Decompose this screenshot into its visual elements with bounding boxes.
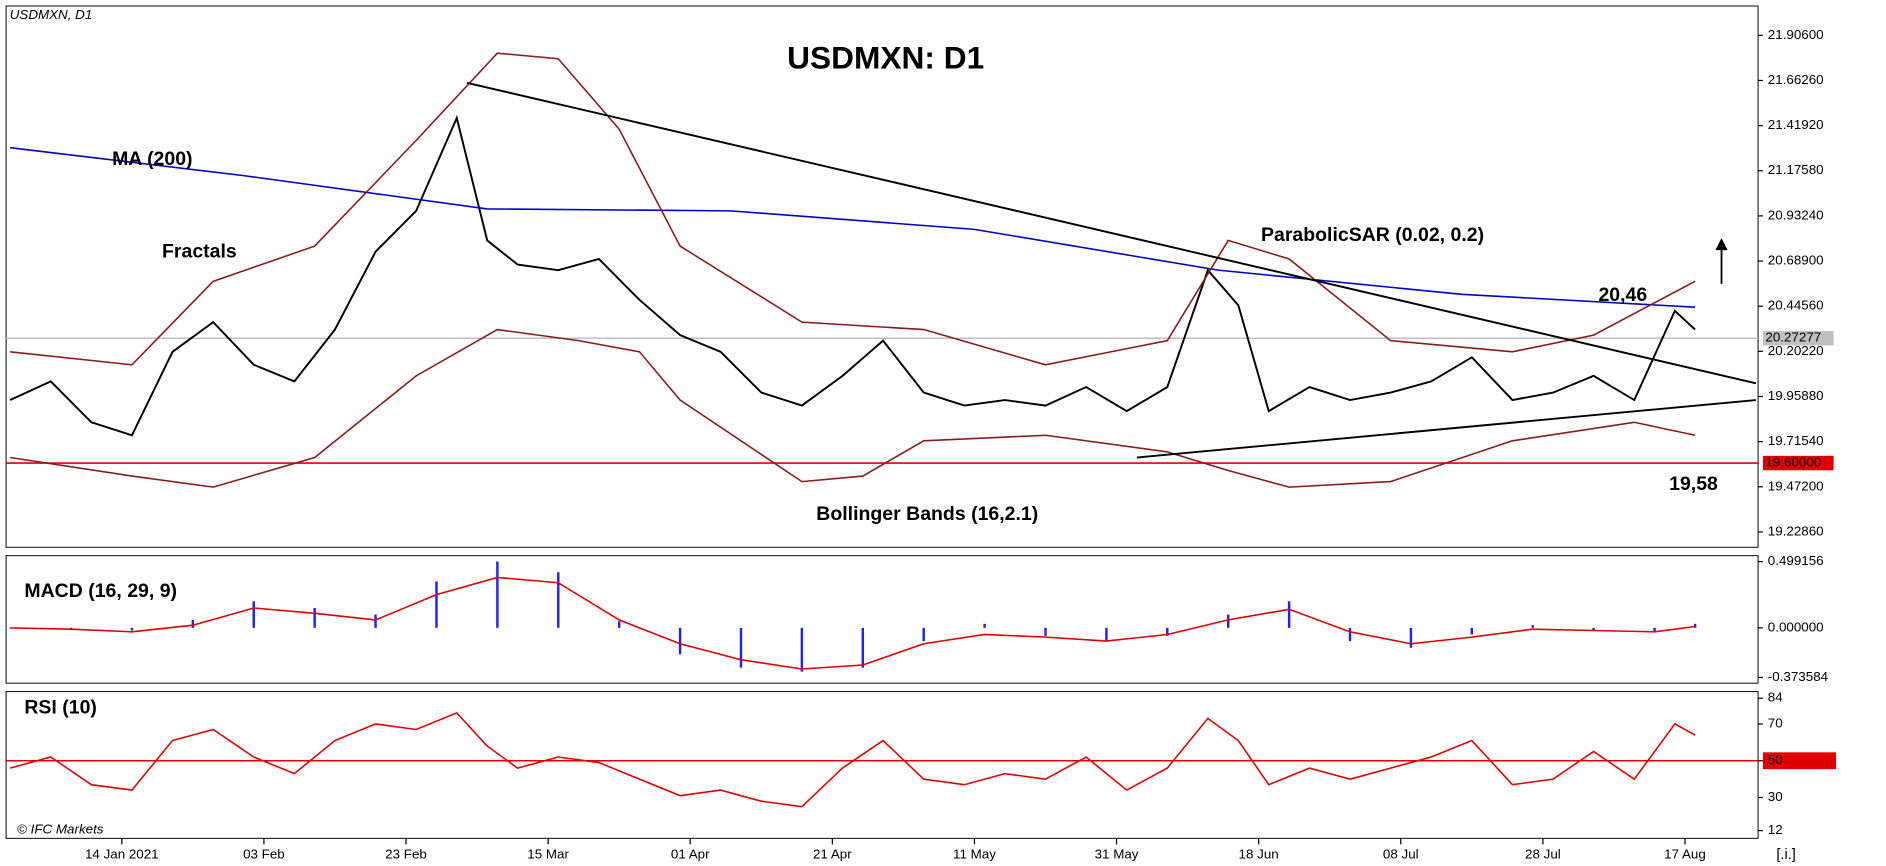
x-tick-label: 23 Feb — [385, 847, 427, 862]
y-tick-label: 19.47200 — [1768, 478, 1824, 493]
series-line — [9, 328, 1696, 488]
histogram-bar — [557, 572, 560, 628]
y-tick-label: 21.17580 — [1768, 162, 1824, 177]
y-tick-label: 19.22860 — [1768, 524, 1824, 539]
level-label: 19.60000 — [1765, 455, 1821, 470]
x-tick-label: 01 Apr — [671, 847, 710, 862]
x-tick-label: 17 Aug — [1664, 847, 1706, 862]
x-tick-label: 28 Jul — [1525, 847, 1561, 862]
panel-frame — [5, 5, 1759, 548]
series-line — [10, 52, 1696, 366]
annotation: MA (200) — [112, 148, 192, 170]
histogram-bar — [374, 614, 377, 628]
y-tick-label: 21.41920 — [1768, 117, 1824, 132]
y-tick-label: 0.000000 — [1768, 619, 1824, 634]
annotation: 19,58 — [1669, 473, 1718, 495]
histogram-bar — [1470, 627, 1474, 635]
y-tick-label: 70 — [1768, 716, 1783, 731]
y-tick-label: 20.44560 — [1768, 298, 1824, 313]
histogram-bar — [617, 621, 621, 628]
histogram-bar — [922, 627, 925, 642]
trendline — [466, 81, 1757, 385]
y-tick-label: 30 — [1768, 789, 1783, 804]
level-label: 20.27277 — [1765, 330, 1821, 345]
copyright: © IFC Markets — [17, 821, 104, 836]
histogram-bar — [1592, 627, 1595, 631]
x-tick-label: 15 Mar — [527, 847, 569, 862]
info-button[interactable]: [.i.] — [1776, 847, 1795, 863]
y-tick-label: 12 — [1768, 822, 1783, 837]
histogram-bar — [435, 581, 438, 628]
level-label-bg — [1762, 331, 1834, 346]
histogram-bar — [800, 627, 804, 672]
histogram-bar — [1531, 625, 1534, 628]
up-arrow — [1715, 238, 1728, 284]
y-tick-label: 20.20220 — [1768, 343, 1824, 358]
y-tick-label: -0.373584 — [1768, 669, 1828, 684]
y-tick-label: 19.71540 — [1768, 433, 1824, 448]
annotation: Bollinger Bands (16,2.1) — [816, 503, 1038, 525]
x-tick-label: 18 Jun — [1239, 847, 1279, 862]
x-tick-label: 21 Apr — [813, 847, 852, 862]
annotation: ParabolicSAR (0.02, 0.2) — [1261, 224, 1484, 246]
symbol-label: USDMXN, D1 — [10, 7, 93, 22]
annotation: 20,46 — [1598, 284, 1647, 306]
y-tick-label: 20.68900 — [1768, 253, 1824, 268]
panel-frame — [5, 691, 1759, 839]
histogram-bar — [130, 627, 134, 631]
y-tick-label: 20.93240 — [1768, 207, 1824, 222]
histogram-bar — [191, 619, 195, 628]
histogram-bar — [1409, 627, 1413, 648]
y-tick-label: 0.499156 — [1768, 553, 1824, 568]
y-tick-label: 50 — [1768, 752, 1783, 767]
trendline — [1136, 399, 1757, 459]
histogram-bar — [252, 601, 255, 628]
histogram-bar — [496, 561, 499, 628]
y-tick-label: 21.66260 — [1768, 72, 1824, 87]
histogram-bar — [678, 627, 682, 655]
histogram-bar — [983, 623, 986, 628]
histogram-bar — [1226, 614, 1230, 628]
y-tick-label: 21.90600 — [1768, 27, 1824, 42]
series-line — [10, 146, 1696, 308]
histogram-bar — [1287, 601, 1291, 628]
panel-title: RSI (10) — [24, 697, 97, 719]
histogram-bar — [1105, 627, 1108, 642]
histogram-bar — [1044, 627, 1047, 636]
annotation: Fractals — [162, 241, 237, 263]
x-tick-label: 31 May — [1095, 847, 1139, 862]
y-tick-label: 84 — [1768, 690, 1783, 705]
series-line — [9, 711, 1696, 808]
panel-frame — [5, 555, 1759, 684]
panel-title: MACD (16, 29, 9) — [24, 580, 177, 602]
histogram-bar — [1348, 627, 1352, 642]
histogram-bar — [739, 627, 743, 668]
histogram-bar — [1693, 623, 1697, 628]
tick-label-bg — [1762, 752, 1837, 770]
histogram-bar — [313, 607, 316, 628]
x-tick-label: 14 Jan 2021 — [85, 847, 159, 862]
series-line — [9, 114, 1696, 437]
histogram-bar — [1166, 627, 1169, 636]
x-tick-label: 11 May — [953, 847, 996, 862]
chart-title: USDMXN: D1 — [787, 41, 984, 76]
histogram-bar — [1653, 627, 1656, 632]
y-tick-label: 19.95880 — [1768, 388, 1824, 403]
x-tick-label: 03 Feb — [243, 847, 285, 862]
histogram-bar — [861, 627, 865, 668]
level-label-bg — [1762, 455, 1834, 471]
x-tick-label: 08 Jul — [1383, 847, 1419, 862]
series-line — [10, 576, 1696, 670]
